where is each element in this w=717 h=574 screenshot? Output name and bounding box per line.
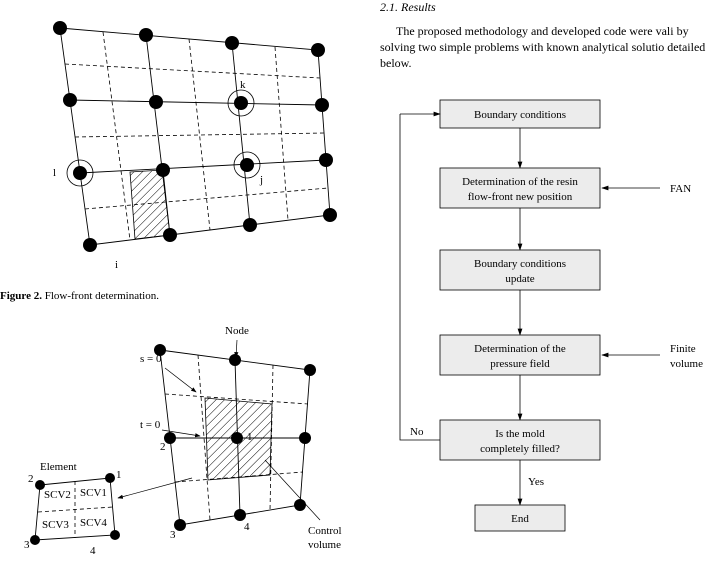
flow-fan: FAN (670, 183, 691, 195)
figure-2-caption: Figure 2. Flow-front determination. (0, 290, 370, 302)
figure-2-mesh: k l j i (0, 0, 370, 280)
label-control-volume-l1: Control (308, 525, 342, 537)
label-scv1: SCV1 (80, 487, 107, 499)
svg-text:Boundary conditions: Boundary conditions (474, 258, 566, 270)
results-heading: 2.1. Results (380, 0, 717, 15)
label-n4: 4 (90, 545, 96, 557)
results-paragraph: The proposed methodology and developed c… (380, 23, 717, 72)
svg-text:Determination of the: Determination of the (474, 343, 566, 355)
svg-text:Determination of the resin: Determination of the resin (462, 176, 578, 188)
label-scv2: SCV2 (44, 489, 71, 501)
flow-b1: Boundary conditions (474, 109, 566, 121)
label-big3: 3 (170, 529, 176, 541)
label-j: j (259, 174, 263, 186)
label-n1: 1 (116, 469, 122, 481)
svg-text:Is the mold: Is the mold (495, 428, 545, 440)
label-t0: t = 0 (140, 419, 161, 431)
label-big2: 2 (160, 441, 166, 453)
svg-text:pressure field: pressure field (490, 358, 550, 370)
label-scv3: SCV3 (42, 519, 69, 531)
label-s0: s = 0 (140, 353, 162, 365)
svg-text:volume: volume (670, 358, 703, 370)
label-i: i (115, 259, 118, 271)
flow-yes: Yes (528, 476, 544, 488)
label-k: k (240, 79, 246, 91)
label-node: Node (225, 325, 249, 337)
flow-b6: End (511, 513, 529, 525)
figure-3-mesh: Node s = 0 t = 0 1 2 3 4 Control volume … (0, 310, 370, 570)
svg-text:Finite: Finite (670, 343, 696, 355)
label-n3: 3 (24, 539, 30, 551)
label-l: l (53, 167, 56, 179)
figure-2-caption-rest: Flow-front determination. (42, 290, 159, 302)
label-scv4: SCV4 (80, 517, 107, 529)
svg-text:update: update (505, 273, 534, 285)
label-big4: 4 (244, 521, 250, 533)
figure-2-caption-bold: Figure 2. (0, 290, 42, 302)
svg-text:completely filled?: completely filled? (480, 443, 560, 455)
flow-no: No (410, 426, 424, 438)
label-element: Element (40, 461, 77, 473)
label-control-volume-l2: volume (308, 539, 341, 551)
flowchart: Boundary conditions Determination of the… (380, 90, 717, 570)
label-big1: 1 (247, 431, 253, 443)
label-n2: 2 (28, 473, 34, 485)
svg-text:flow-front new position: flow-front new position (468, 191, 573, 203)
